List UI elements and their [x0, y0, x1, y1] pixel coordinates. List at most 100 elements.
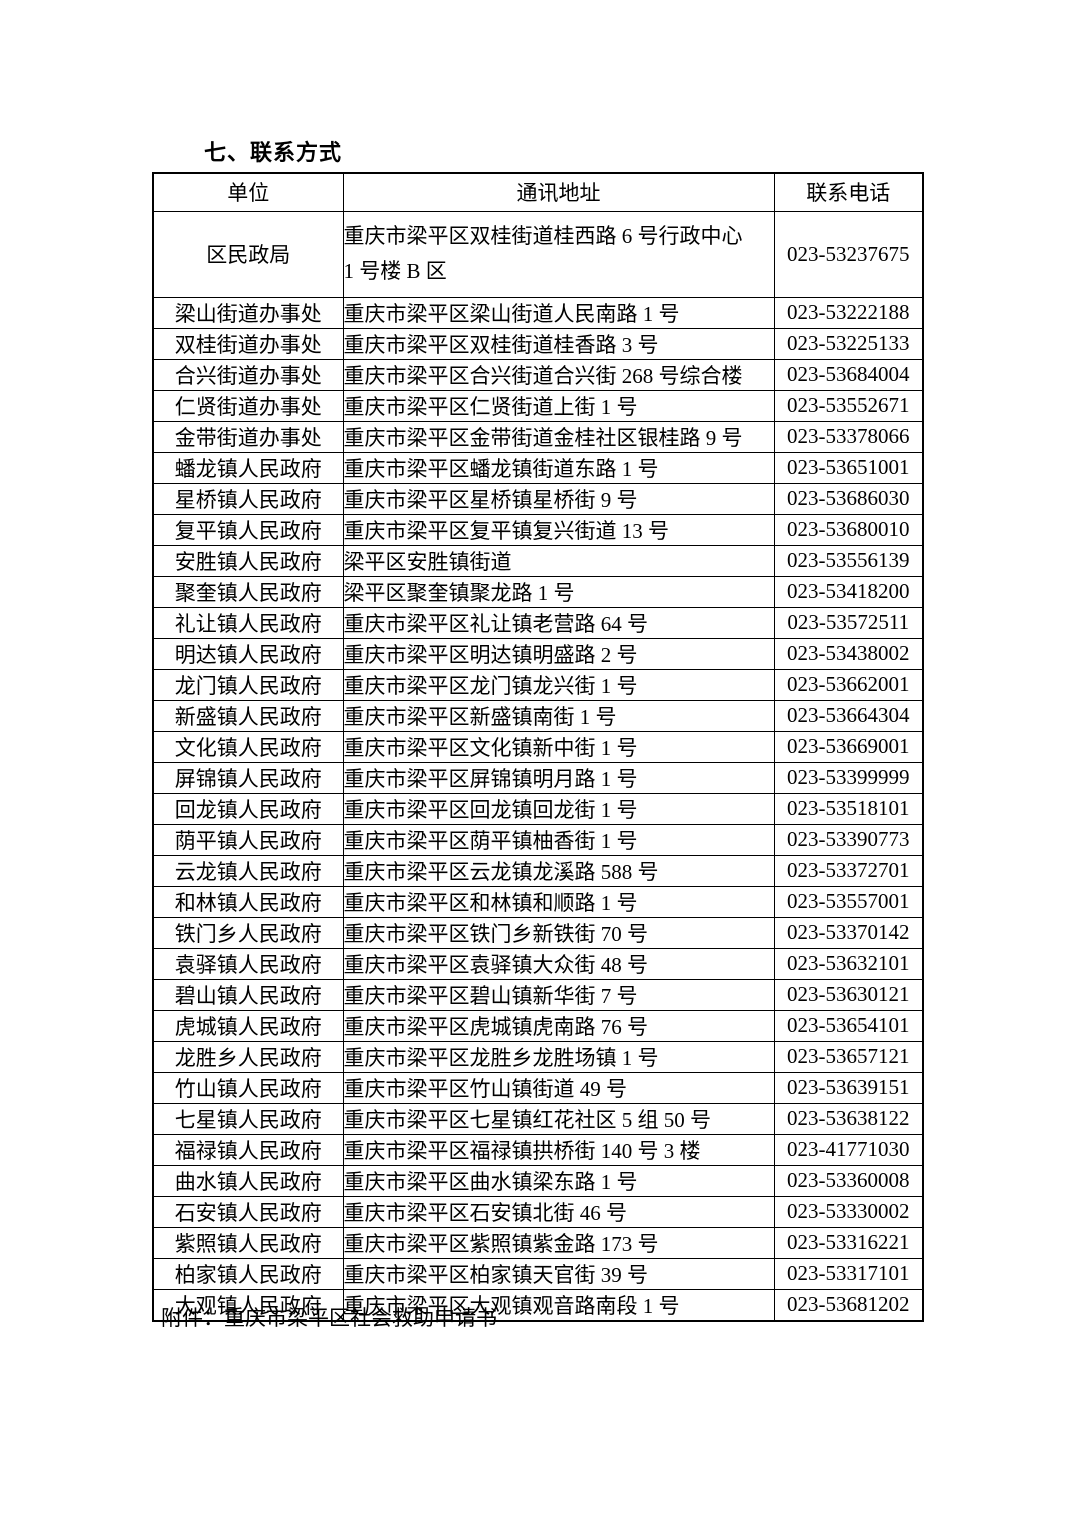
phone-cell: 023-53370142 [773, 916, 924, 949]
phone-cell: 023-53360008 [773, 1164, 924, 1197]
attachment-note: 附件：重庆市梁平区社会救助申请书 [161, 1306, 497, 1330]
phone-cell: 023-53572511 [773, 606, 924, 639]
table-body: 区民政局 重庆市梁平区双桂街道桂西路 6 号行政中心 1 号楼 B 区 023-… [152, 210, 924, 1321]
phone-cell: 023-53438002 [773, 637, 924, 670]
address-cell: 重庆市梁平区合兴街道合兴街 268 号综合楼 [342, 358, 775, 391]
phone-cell: 023-53630121 [773, 978, 924, 1011]
table-row: 曲水镇人民政府 重庆市梁平区曲水镇梁东路 1 号 023-53360008 [152, 1164, 924, 1197]
phone-cell: 023-53686030 [773, 482, 924, 515]
table-row: 福禄镇人民政府 重庆市梁平区福禄镇拱桥街 140 号 3 楼 023-41771… [152, 1133, 924, 1166]
phone-cell: 023-53237675 [773, 210, 924, 298]
unit-cell: 大观镇人民政府 [152, 1288, 344, 1321]
table-row: 梁山街道办事处 重庆市梁平区梁山街道人民南路 1 号 023-53222188 [152, 296, 924, 329]
column-header-unit: 单位 [152, 172, 344, 212]
address-cell: 重庆市梁平区屏锦镇明月路 1 号 [342, 761, 775, 794]
address-cell: 重庆市梁平区虎城镇虎南路 76 号 [342, 1009, 775, 1042]
phone-cell: 023-53225133 [773, 327, 924, 360]
address-cell: 重庆市梁平区文化镇新中街 1 号 [342, 730, 775, 763]
table-row: 荫平镇人民政府 重庆市梁平区荫平镇柚香街 1 号 023-53390773 [152, 823, 924, 856]
address-cell: 重庆市梁平区石安镇北街 46 号 [342, 1195, 775, 1228]
unit-cell: 云龙镇人民政府 [152, 854, 344, 887]
phone-cell: 023-53669001 [773, 730, 924, 763]
unit-cell: 铁门乡人民政府 [152, 916, 344, 949]
table-row: 安胜镇人民政府 梁平区安胜镇街道 023-53556139 [152, 544, 924, 577]
phone-cell: 023-53316221 [773, 1226, 924, 1259]
table-row: 蟠龙镇人民政府 重庆市梁平区蟠龙镇街道东路 1 号 023-53651001 [152, 451, 924, 484]
address-cell: 重庆市梁平区梁山街道人民南路 1 号 [342, 296, 775, 329]
address-cell: 重庆市梁平区明达镇明盛路 2 号 [342, 637, 775, 670]
unit-cell: 蟠龙镇人民政府 [152, 451, 344, 484]
unit-cell: 袁驿镇人民政府 [152, 947, 344, 980]
unit-cell: 回龙镇人民政府 [152, 792, 344, 825]
address-cell: 重庆市梁平区和林镇和顺路 1 号 [342, 885, 775, 918]
unit-cell: 碧山镇人民政府 [152, 978, 344, 1011]
unit-cell: 礼让镇人民政府 [152, 606, 344, 639]
address-cell: 重庆市梁平区双桂街道桂西路 6 号行政中心 1 号楼 B 区 [342, 210, 775, 298]
unit-cell: 七星镇人民政府 [152, 1102, 344, 1135]
table-row: 金带街道办事处 重庆市梁平区金带街道金桂社区银桂路 9 号 023-533780… [152, 420, 924, 453]
address-cell: 重庆市梁平区荫平镇柚香街 1 号 [342, 823, 775, 856]
table-row: 云龙镇人民政府 重庆市梁平区云龙镇龙溪路 588 号 023-53372701 [152, 854, 924, 887]
address-cell: 重庆市梁平区礼让镇老营路 64 号 [342, 606, 775, 639]
address-cell: 重庆市梁平区龙胜乡龙胜场镇 1 号 [342, 1040, 775, 1073]
table-row: 新盛镇人民政府 重庆市梁平区新盛镇南街 1 号 023-53664304 [152, 699, 924, 732]
unit-cell: 石安镇人民政府 [152, 1195, 344, 1228]
address-cell: 重庆市梁平区仁贤街道上街 1 号 [342, 389, 775, 422]
table-row: 星桥镇人民政府 重庆市梁平区星桥镇星桥街 9 号 023-53686030 [152, 482, 924, 515]
column-header-address: 通讯地址 [342, 172, 775, 212]
unit-cell: 梁山街道办事处 [152, 296, 344, 329]
address-cell: 梁平区安胜镇街道 [342, 544, 775, 577]
table-row: 文化镇人民政府 重庆市梁平区文化镇新中街 1 号 023-53669001 [152, 730, 924, 763]
unit-cell: 和林镇人民政府 [152, 885, 344, 918]
address-cell: 重庆市梁平区复平镇复兴街道 13 号 [342, 513, 775, 546]
address-cell: 重庆市梁平区竹山镇街道 49 号 [342, 1071, 775, 1104]
phone-cell: 023-53418200 [773, 575, 924, 608]
table-row: 铁门乡人民政府 重庆市梁平区铁门乡新铁街 70 号 023-53370142 [152, 916, 924, 949]
unit-cell: 仁贤街道办事处 [152, 389, 344, 422]
address-cell: 重庆市梁平区金带街道金桂社区银桂路 9 号 [342, 420, 775, 453]
address-cell: 重庆市梁平区紫照镇紫金路 173 号 [342, 1226, 775, 1259]
unit-cell: 曲水镇人民政府 [152, 1164, 344, 1197]
address-cell: 重庆市梁平区云龙镇龙溪路 588 号 [342, 854, 775, 887]
unit-cell: 龙胜乡人民政府 [152, 1040, 344, 1073]
unit-cell: 竹山镇人民政府 [152, 1071, 344, 1104]
unit-cell: 新盛镇人民政府 [152, 699, 344, 732]
table-row: 屏锦镇人民政府 重庆市梁平区屏锦镇明月路 1 号 023-53399999 [152, 761, 924, 794]
phone-cell: 023-53657121 [773, 1040, 924, 1073]
address-cell: 重庆市梁平区蟠龙镇街道东路 1 号 [342, 451, 775, 484]
address-cell: 重庆市梁平区大观镇观音路南段 1 号 [342, 1288, 775, 1321]
address-cell: 梁平区聚奎镇聚龙路 1 号 [342, 575, 775, 608]
phone-cell: 023-53399999 [773, 761, 924, 794]
phone-cell: 023-53651001 [773, 451, 924, 484]
table-row: 聚奎镇人民政府 梁平区聚奎镇聚龙路 1 号 023-53418200 [152, 575, 924, 608]
phone-cell: 023-53680010 [773, 513, 924, 546]
table-row: 回龙镇人民政府 重庆市梁平区回龙镇回龙街 1 号 023-53518101 [152, 792, 924, 825]
table-row: 双桂街道办事处 重庆市梁平区双桂街道桂香路 3 号 023-53225133 [152, 327, 924, 360]
unit-cell: 安胜镇人民政府 [152, 544, 344, 577]
phone-cell: 023-53557001 [773, 885, 924, 918]
phone-cell: 023-53662001 [773, 668, 924, 701]
phone-cell: 023-53390773 [773, 823, 924, 856]
unit-cell: 合兴街道办事处 [152, 358, 344, 391]
unit-cell: 金带街道办事处 [152, 420, 344, 453]
unit-cell: 虎城镇人民政府 [152, 1009, 344, 1042]
phone-cell: 023-53518101 [773, 792, 924, 825]
unit-cell: 文化镇人民政府 [152, 730, 344, 763]
unit-cell: 复平镇人民政府 [152, 513, 344, 546]
phone-cell: 023-53638122 [773, 1102, 924, 1135]
contacts-table: 单位 通讯地址 联系电话 区民政局 重庆市梁平区双桂街道桂西路 6 号行政中心 … [152, 172, 924, 1322]
table-row: 合兴街道办事处 重庆市梁平区合兴街道合兴街 268 号综合楼 023-53684… [152, 358, 924, 391]
table-row: 碧山镇人民政府 重庆市梁平区碧山镇新华街 7 号 023-53630121 [152, 978, 924, 1011]
address-cell: 重庆市梁平区福禄镇拱桥街 140 号 3 楼 [342, 1133, 775, 1166]
phone-cell: 023-53222188 [773, 296, 924, 329]
unit-cell: 聚奎镇人民政府 [152, 575, 344, 608]
phone-cell: 023-53684004 [773, 358, 924, 391]
address-cell: 重庆市梁平区柏家镇天官街 39 号 [342, 1257, 775, 1290]
unit-cell: 荫平镇人民政府 [152, 823, 344, 856]
unit-cell: 紫照镇人民政府 [152, 1226, 344, 1259]
table-row: 大观镇人民政府 重庆市梁平区大观镇观音路南段 1 号 023-53681202 [152, 1288, 924, 1321]
unit-cell: 明达镇人民政府 [152, 637, 344, 670]
phone-cell: 023-53654101 [773, 1009, 924, 1042]
unit-cell: 龙门镇人民政府 [152, 668, 344, 701]
